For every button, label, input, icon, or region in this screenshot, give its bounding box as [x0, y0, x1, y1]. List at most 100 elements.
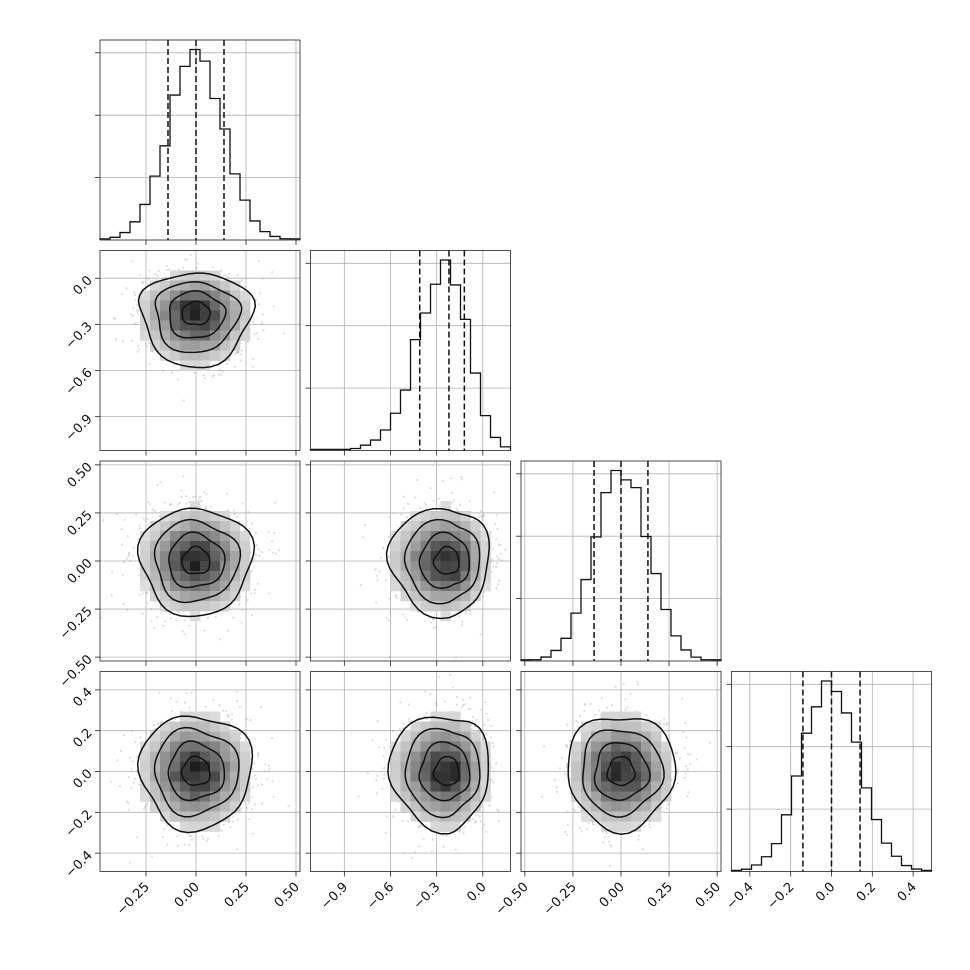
density-bin — [601, 751, 612, 762]
density-bin — [621, 761, 632, 772]
density-bin — [190, 741, 201, 752]
contours — [137, 272, 257, 369]
sample-point — [142, 807, 146, 810]
sample-point — [237, 351, 240, 354]
sample-point — [182, 475, 185, 478]
density-bin — [190, 320, 201, 331]
sample-point — [126, 800, 129, 803]
density-bin — [180, 761, 191, 772]
density-bin — [220, 721, 231, 732]
density-bin — [190, 601, 201, 612]
density-bin — [240, 751, 251, 762]
sample-point — [578, 826, 581, 830]
y-tick-label: 0.2 — [70, 726, 95, 751]
sample-point — [402, 613, 405, 616]
sample-point — [238, 601, 241, 605]
panel-frame — [310, 460, 511, 662]
density-bin — [170, 511, 181, 522]
sample-point — [177, 268, 181, 271]
density-bin — [440, 791, 451, 802]
density-bin — [581, 801, 592, 812]
sample-point — [221, 370, 224, 373]
density-bin — [200, 571, 211, 582]
panel-frame — [99, 39, 301, 241]
density-bin — [591, 741, 602, 752]
sample-point — [147, 501, 150, 504]
sample-point — [256, 751, 260, 754]
density-bin — [641, 811, 652, 822]
density-bin — [240, 531, 251, 542]
density-bin — [440, 571, 451, 582]
density-bin — [160, 541, 171, 552]
density-bin — [601, 781, 612, 792]
sample-point — [610, 845, 613, 848]
sample-point — [164, 620, 167, 623]
sample-point — [413, 496, 417, 499]
density-bin — [180, 581, 191, 592]
density-bin — [631, 791, 642, 802]
density-bin — [601, 741, 612, 752]
density-bin — [160, 781, 171, 792]
density-bin — [460, 581, 471, 592]
sample-point — [483, 823, 486, 826]
density-bin — [601, 821, 612, 832]
density-bin — [621, 771, 632, 782]
sample-point — [434, 702, 438, 705]
sample-point — [247, 802, 250, 805]
panel-frame — [99, 671, 301, 872]
density-bin — [200, 731, 211, 742]
density-bin — [400, 751, 411, 762]
sample-point — [157, 515, 161, 518]
density-bin — [160, 731, 171, 742]
sample-point — [128, 861, 132, 864]
sample-point — [481, 515, 484, 518]
density-bins — [390, 501, 491, 622]
density-bin — [591, 731, 602, 742]
density-bin — [220, 521, 231, 532]
density-bin — [460, 571, 471, 582]
sample-point — [455, 703, 459, 706]
density-bin — [430, 721, 441, 732]
sample-point — [138, 527, 142, 530]
sample-point — [637, 838, 640, 841]
density-bin — [611, 801, 622, 812]
sample-point — [402, 722, 405, 725]
density-bin — [430, 791, 441, 802]
sample-point — [495, 537, 498, 541]
sample-point — [220, 829, 223, 832]
density-bin — [240, 300, 251, 311]
density-bin — [460, 721, 471, 732]
sample-point — [418, 826, 421, 829]
density-bin — [450, 711, 461, 722]
density-bin — [240, 741, 251, 752]
density-bin — [240, 290, 251, 301]
sample-point — [235, 516, 239, 519]
density-bin — [631, 781, 642, 792]
density-bin — [430, 531, 441, 542]
density-bin — [400, 801, 411, 812]
density-bin — [190, 521, 201, 532]
density-bin — [430, 521, 441, 532]
sample-point — [375, 778, 378, 782]
sample-point — [249, 719, 252, 722]
sample-point — [491, 781, 495, 784]
density-bin — [150, 751, 161, 762]
density-bin — [470, 531, 481, 542]
density-bin — [450, 751, 461, 762]
sample-point — [392, 512, 395, 515]
grid — [310, 671, 511, 872]
sample-point — [131, 760, 134, 763]
density-bin — [621, 751, 632, 762]
sample-point — [250, 614, 254, 617]
sample-point — [256, 753, 260, 756]
density-bin — [571, 761, 582, 772]
density-bin — [601, 761, 612, 772]
sample-point — [134, 740, 137, 744]
sample-point — [645, 714, 648, 717]
sample-point — [642, 825, 645, 828]
sample-point — [675, 752, 678, 755]
density-bin — [180, 571, 191, 582]
contour-level-2 — [418, 531, 471, 590]
sample-point — [455, 508, 458, 511]
density-bin — [581, 721, 592, 732]
